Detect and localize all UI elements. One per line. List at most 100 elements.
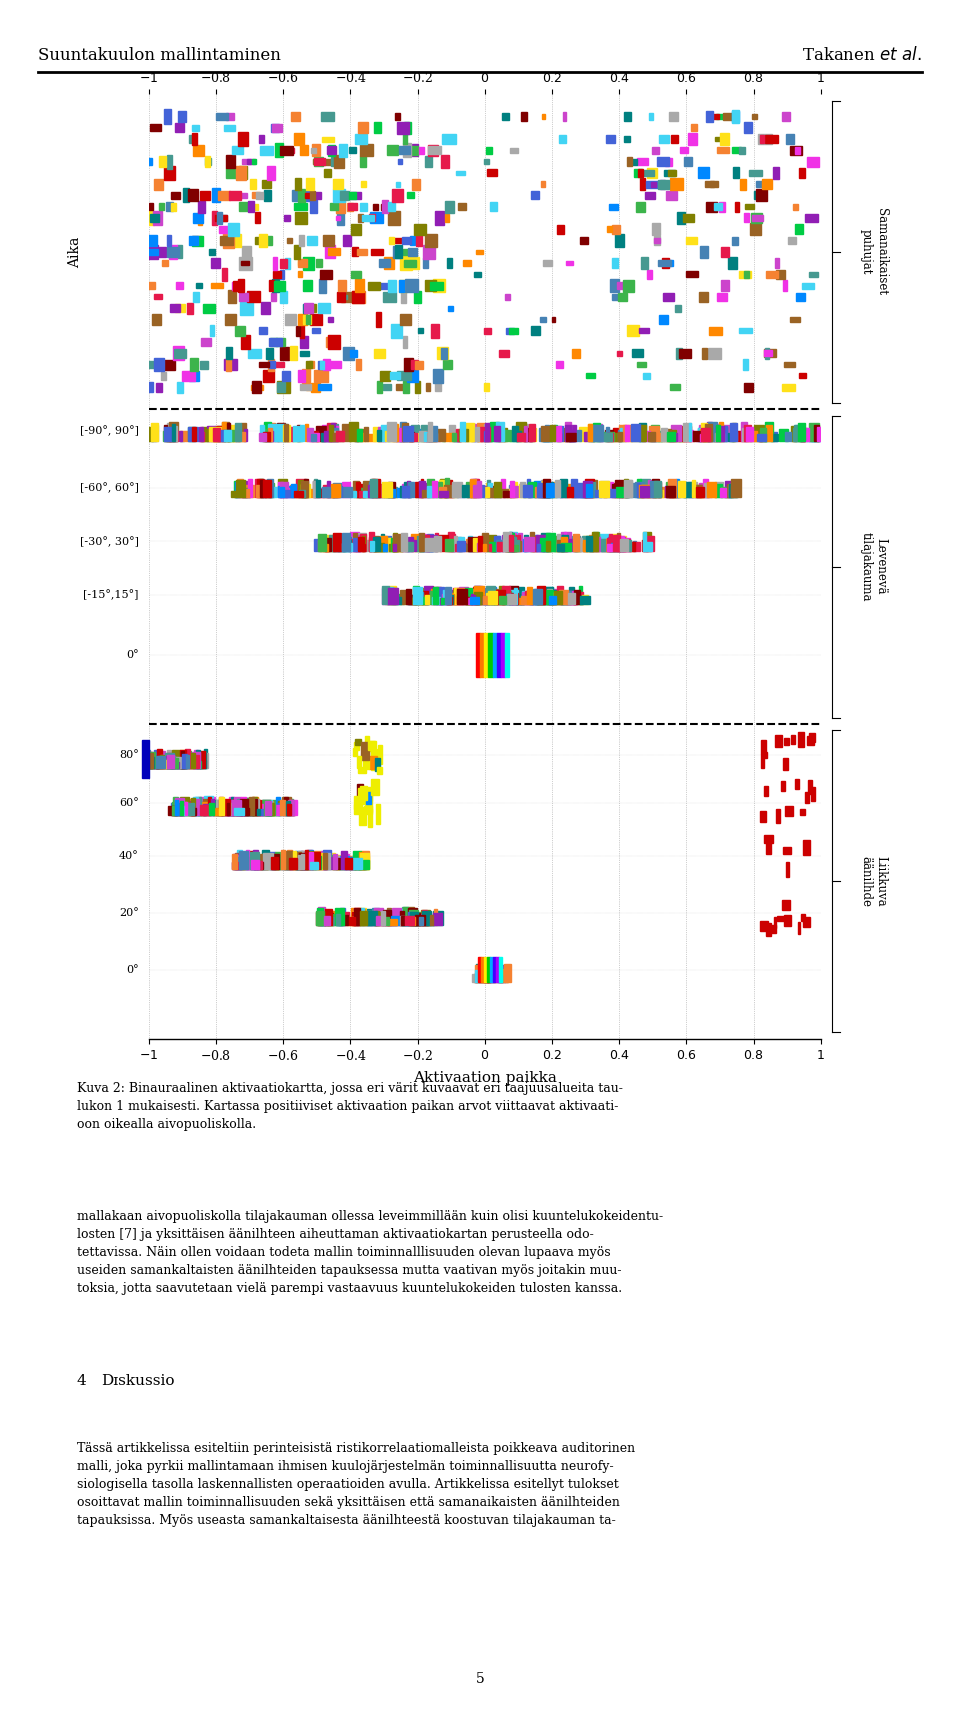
Bar — [535, 488, 540, 498]
Bar — [545, 532, 556, 551]
Bar — [285, 258, 290, 268]
Bar — [224, 125, 235, 130]
Bar — [566, 433, 576, 441]
Bar — [172, 807, 180, 816]
Bar — [491, 956, 493, 982]
Bar — [258, 862, 262, 869]
Bar — [557, 426, 564, 441]
Bar — [252, 809, 262, 816]
Bar — [637, 486, 642, 498]
Bar — [287, 860, 294, 869]
Bar — [415, 482, 424, 498]
Bar — [365, 793, 372, 812]
Bar — [228, 223, 239, 235]
Bar — [564, 488, 567, 498]
Bar — [179, 802, 186, 816]
Bar — [505, 594, 513, 604]
Bar — [446, 596, 452, 604]
Bar — [315, 488, 322, 498]
Bar — [542, 481, 547, 498]
Bar — [462, 486, 469, 498]
Bar — [167, 755, 174, 767]
Bar — [374, 539, 382, 551]
Bar — [394, 534, 403, 551]
Bar — [758, 429, 766, 441]
Bar — [801, 809, 804, 816]
Bar — [359, 491, 365, 498]
Bar — [159, 247, 166, 258]
Bar — [495, 489, 500, 498]
Bar — [387, 426, 390, 441]
Bar — [485, 968, 491, 982]
Bar — [277, 857, 282, 869]
Bar — [619, 486, 623, 498]
Bar — [331, 537, 335, 551]
Bar — [755, 426, 764, 441]
Bar — [439, 596, 442, 604]
Bar — [408, 907, 414, 925]
Bar — [409, 433, 414, 441]
Bar — [420, 541, 424, 551]
Bar — [198, 797, 202, 816]
Bar — [246, 850, 249, 869]
Bar — [592, 426, 603, 441]
Bar — [276, 852, 279, 869]
Bar — [336, 534, 340, 551]
Bar — [638, 168, 643, 177]
Bar — [270, 422, 275, 441]
Bar — [390, 915, 394, 925]
Bar — [607, 537, 611, 551]
Bar — [253, 804, 256, 816]
Bar — [374, 486, 384, 498]
Bar — [797, 294, 804, 300]
Bar — [146, 246, 157, 259]
Bar — [195, 797, 201, 816]
Bar — [560, 482, 564, 498]
Bar — [139, 754, 142, 767]
Bar — [369, 532, 374, 551]
Bar — [173, 424, 177, 441]
Bar — [193, 292, 200, 302]
Bar — [324, 908, 331, 925]
Bar — [171, 809, 178, 816]
Bar — [272, 124, 279, 132]
Bar — [260, 424, 264, 441]
Bar — [411, 534, 420, 551]
Bar — [289, 855, 292, 869]
Bar — [610, 204, 617, 209]
Bar — [697, 488, 701, 498]
Bar — [541, 115, 545, 118]
Bar — [308, 431, 319, 441]
Bar — [496, 591, 505, 604]
Bar — [426, 539, 434, 551]
Bar — [542, 431, 549, 441]
Bar — [410, 912, 419, 925]
Bar — [184, 750, 191, 767]
Bar — [303, 314, 311, 325]
Bar — [408, 917, 417, 925]
Bar — [137, 750, 144, 767]
Bar — [350, 223, 361, 235]
Bar — [164, 167, 176, 180]
Bar — [498, 585, 503, 604]
Bar — [382, 919, 392, 925]
Bar — [189, 802, 193, 816]
Bar — [148, 249, 158, 256]
Bar — [676, 479, 679, 498]
Bar — [151, 431, 156, 441]
Bar — [652, 148, 660, 153]
Bar — [179, 800, 184, 816]
Bar — [507, 534, 510, 551]
Bar — [280, 488, 289, 498]
Bar — [240, 798, 248, 816]
Bar — [171, 804, 178, 816]
Bar — [262, 850, 269, 869]
Bar — [361, 742, 369, 759]
Bar — [622, 482, 627, 498]
Bar — [300, 191, 310, 201]
Bar — [228, 800, 233, 816]
Bar — [306, 316, 310, 325]
Bar — [324, 850, 331, 869]
Bar — [229, 170, 241, 175]
Bar — [483, 596, 492, 604]
